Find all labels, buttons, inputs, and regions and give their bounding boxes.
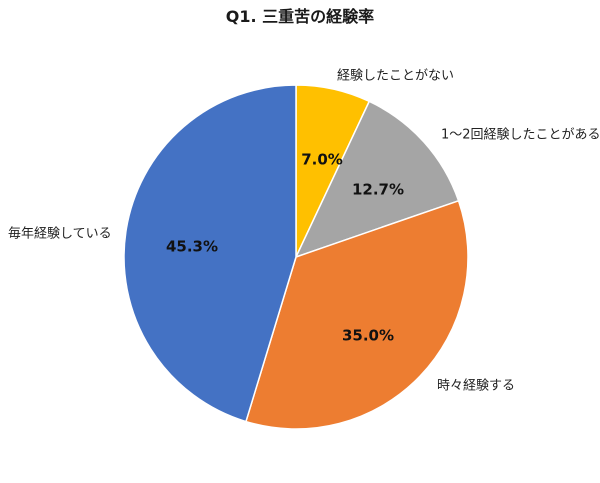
pie-slice-3 [245,199,469,430]
pie-slice-2 [294,100,460,259]
slice-category-label-4: 毎年経験している [8,226,112,242]
slice-percentage-label-3: 35.0% [342,327,394,345]
slice-percentage-label-2: 12.7% [352,181,404,199]
slice-category-label-1: 経験したことがない [337,69,454,84]
pie-slice-4 [123,84,297,423]
slice-percentage-label-4: 45.3% [166,238,218,256]
percentage-labels: 7.0% 12.7% 35.0% 45.3% [166,151,404,345]
slice-category-label-2: 1〜2回経験したことがある [441,128,600,143]
pie-slices [123,84,469,430]
slice-category-label-3: 時々経験する [437,379,515,394]
chart-title: Q1. 三重苦の経験率 [226,7,374,26]
slice-percentage-label-1: 7.0% [301,151,343,169]
